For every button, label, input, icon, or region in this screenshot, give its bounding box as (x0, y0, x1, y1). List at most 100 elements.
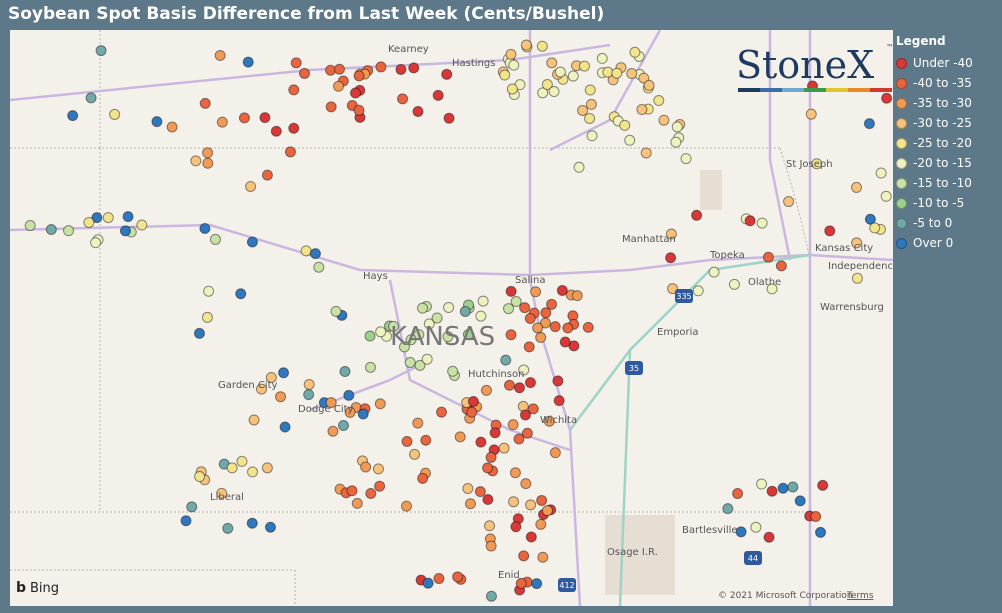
point (24, 220, 36, 232)
point (549, 447, 561, 459)
point (535, 331, 547, 343)
point (409, 448, 421, 460)
point (653, 95, 665, 107)
point (374, 480, 386, 492)
legend-swatch (896, 217, 907, 229)
point (482, 494, 494, 506)
point (279, 421, 291, 433)
point (546, 298, 558, 310)
point (346, 485, 358, 497)
point (519, 409, 531, 421)
point (728, 278, 740, 290)
map-label: Enid (498, 570, 520, 581)
legend-label: -25 to -20 (913, 136, 972, 150)
point (288, 84, 300, 96)
point (548, 86, 560, 98)
point (636, 104, 648, 116)
point (236, 455, 248, 467)
point (507, 419, 519, 431)
point (520, 478, 532, 490)
point (364, 330, 376, 342)
point (374, 398, 386, 410)
point (375, 326, 387, 338)
point (596, 52, 608, 64)
point (520, 39, 532, 51)
point (436, 406, 448, 418)
point (508, 59, 520, 71)
point (624, 134, 636, 146)
point (288, 122, 300, 134)
point (505, 329, 517, 341)
logo: StoneX (736, 43, 874, 87)
point (431, 312, 443, 324)
point (824, 225, 836, 237)
point (708, 266, 720, 278)
logo-bar (760, 88, 782, 92)
logo-mark: ™ (886, 43, 893, 52)
point (433, 573, 445, 585)
point (815, 526, 827, 538)
point (166, 121, 178, 133)
point (442, 331, 454, 343)
point (484, 520, 496, 532)
point (477, 295, 489, 307)
point (573, 161, 585, 173)
point (602, 66, 614, 78)
map-label: Garden City (218, 380, 278, 391)
point (216, 487, 228, 499)
point (447, 365, 459, 377)
point (525, 531, 537, 543)
provider: Bing (30, 581, 59, 596)
legend-swatch (896, 77, 907, 89)
point (325, 64, 337, 76)
point (95, 45, 107, 57)
point (552, 375, 564, 387)
point (408, 62, 420, 74)
legend-item: -35 to -30 (896, 93, 1000, 113)
map-label: Dodge City (298, 404, 354, 415)
point (665, 228, 677, 240)
point (549, 321, 561, 333)
point (498, 442, 510, 454)
point (275, 391, 287, 403)
point (864, 213, 876, 225)
point (535, 518, 547, 530)
point (881, 92, 893, 104)
point (63, 225, 75, 237)
point (353, 70, 365, 82)
point (851, 181, 863, 193)
map-label: Hays (363, 271, 388, 282)
legend-item: -5 to 0 (896, 213, 1000, 233)
map-label: Liberal (210, 492, 244, 503)
point (568, 340, 580, 352)
legend-swatch (896, 177, 907, 189)
point (462, 483, 474, 495)
point (194, 471, 206, 483)
map-label: Bartlesville (682, 525, 738, 536)
point (518, 550, 530, 562)
point (464, 498, 476, 510)
point (611, 67, 623, 79)
shield (625, 361, 643, 375)
point (513, 433, 525, 445)
point (349, 87, 361, 99)
point (298, 67, 310, 79)
point (284, 146, 296, 158)
shield-label: 412 (559, 581, 574, 590)
legend-label: Over 0 (913, 236, 954, 250)
point (626, 68, 638, 80)
point (515, 577, 527, 589)
point (817, 479, 829, 491)
point (202, 157, 214, 169)
legend-label: -35 to -30 (913, 96, 972, 110)
point (441, 68, 453, 80)
point (421, 353, 433, 365)
point (357, 408, 369, 420)
point (151, 116, 163, 128)
map-label: Warrensburg (820, 302, 884, 313)
map: Kearney Hastings St Joseph Manhattan Kansas … (10, 30, 893, 606)
point (787, 481, 799, 493)
legend-item: Over 0 (896, 233, 1000, 253)
point (333, 63, 345, 75)
point (794, 495, 806, 507)
